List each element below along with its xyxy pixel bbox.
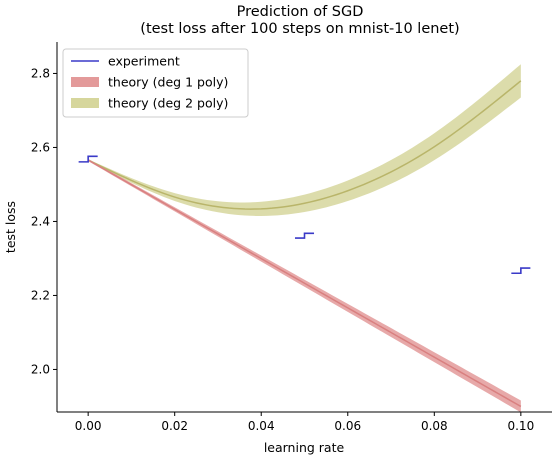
y-tick-label: 2.6 bbox=[31, 140, 50, 154]
title-group: Prediction of SGD (test loss after 100 s… bbox=[140, 4, 459, 37]
x-tick-label: 0.10 bbox=[507, 419, 534, 433]
legend-label: experiment bbox=[108, 54, 180, 69]
experiment-point-0 bbox=[78, 155, 98, 163]
x-ticks: 0.00 0.02 0.04 0.06 0.08 0.10 bbox=[75, 412, 534, 433]
experiment-series bbox=[78, 155, 531, 275]
legend: experiment theory (deg 1 poly) theory (deg… bbox=[62, 48, 249, 118]
legend-label: theory (deg 2 poly) bbox=[108, 96, 228, 111]
experiment-point-1 bbox=[294, 232, 315, 239]
chart-title: Prediction of SGD bbox=[237, 4, 364, 20]
x-tick-label: 0.04 bbox=[248, 419, 275, 433]
band-theory-deg-2-poly bbox=[88, 64, 521, 216]
x-tick-label: 0.00 bbox=[75, 419, 102, 433]
legend-swatch-theory-deg-2-poly bbox=[71, 98, 99, 108]
y-axis-label: test loss bbox=[3, 201, 18, 253]
legend-label: theory (deg 1 poly) bbox=[108, 75, 228, 90]
legend-box bbox=[62, 48, 249, 118]
legend-swatch-theory-deg-1-poly bbox=[71, 77, 99, 87]
axes bbox=[56, 42, 552, 413]
line-theory-deg-1-poly bbox=[87, 159, 522, 408]
experiment-point-2 bbox=[511, 267, 531, 275]
theory-lines bbox=[87, 80, 522, 408]
x-tick-label: 0.08 bbox=[421, 419, 448, 433]
x-tick-label: 0.02 bbox=[161, 419, 188, 433]
line-theory-deg-2-poly bbox=[87, 80, 522, 210]
chart-subtitle: (test loss after 100 steps on mnist-10 l… bbox=[140, 21, 459, 37]
x-axis-label: learning rate bbox=[264, 440, 345, 455]
y-tick-label: 2.8 bbox=[31, 66, 50, 80]
y-tick-label: 2.0 bbox=[31, 362, 50, 376]
x-tick-label: 0.06 bbox=[334, 419, 361, 433]
y-tick-label: 2.4 bbox=[31, 214, 50, 228]
y-ticks: 2.0 2.2 2.4 2.6 2.8 bbox=[31, 66, 57, 376]
y-tick-label: 2.2 bbox=[31, 288, 50, 302]
